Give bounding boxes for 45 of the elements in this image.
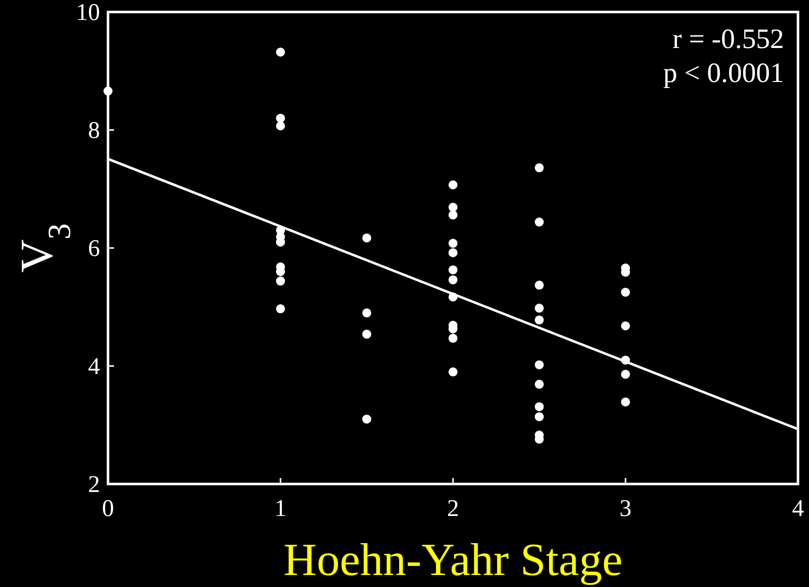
x-tick-label: 4: [792, 496, 804, 522]
annotation: p < 0.0001: [663, 58, 784, 89]
point: [621, 397, 630, 406]
y-tick-label: 2: [88, 472, 100, 498]
point: [534, 380, 544, 389]
point: [534, 412, 544, 422]
point: [621, 288, 630, 297]
point: [448, 202, 458, 212]
point: [534, 218, 544, 227]
point: [534, 402, 544, 412]
point: [448, 210, 458, 220]
point: [448, 367, 458, 376]
point: [362, 330, 372, 339]
point: [448, 265, 458, 274]
point: [534, 163, 544, 172]
annotation: r = -0.552: [672, 24, 784, 55]
point: [448, 334, 458, 343]
point: [621, 370, 630, 379]
y-tick-label: 8: [88, 118, 100, 144]
point: [621, 321, 630, 330]
x-tick-label: 3: [620, 496, 632, 522]
point: [448, 248, 458, 258]
point: [276, 276, 285, 286]
x-tick-label: 2: [447, 496, 459, 522]
point: [448, 238, 458, 248]
point: [362, 308, 372, 318]
point: [104, 86, 112, 96]
point: [276, 304, 285, 314]
point: [276, 121, 285, 130]
x-tick-label: 0: [102, 496, 114, 522]
y-tick-label: 4: [88, 354, 100, 380]
point: [534, 360, 544, 370]
point: [276, 114, 285, 123]
point: [534, 280, 544, 290]
x-axis-title: Hoehn-Yahr Stage: [283, 534, 623, 585]
point: [362, 414, 372, 424]
point: [534, 304, 544, 313]
y-tick-label: 6: [88, 236, 100, 262]
point: [362, 233, 372, 242]
point: [276, 48, 285, 57]
point: [448, 180, 458, 190]
x-tick-label: 1: [274, 496, 286, 522]
point: [534, 315, 544, 324]
point: [448, 275, 458, 284]
y-tick-label: 10: [76, 0, 100, 26]
